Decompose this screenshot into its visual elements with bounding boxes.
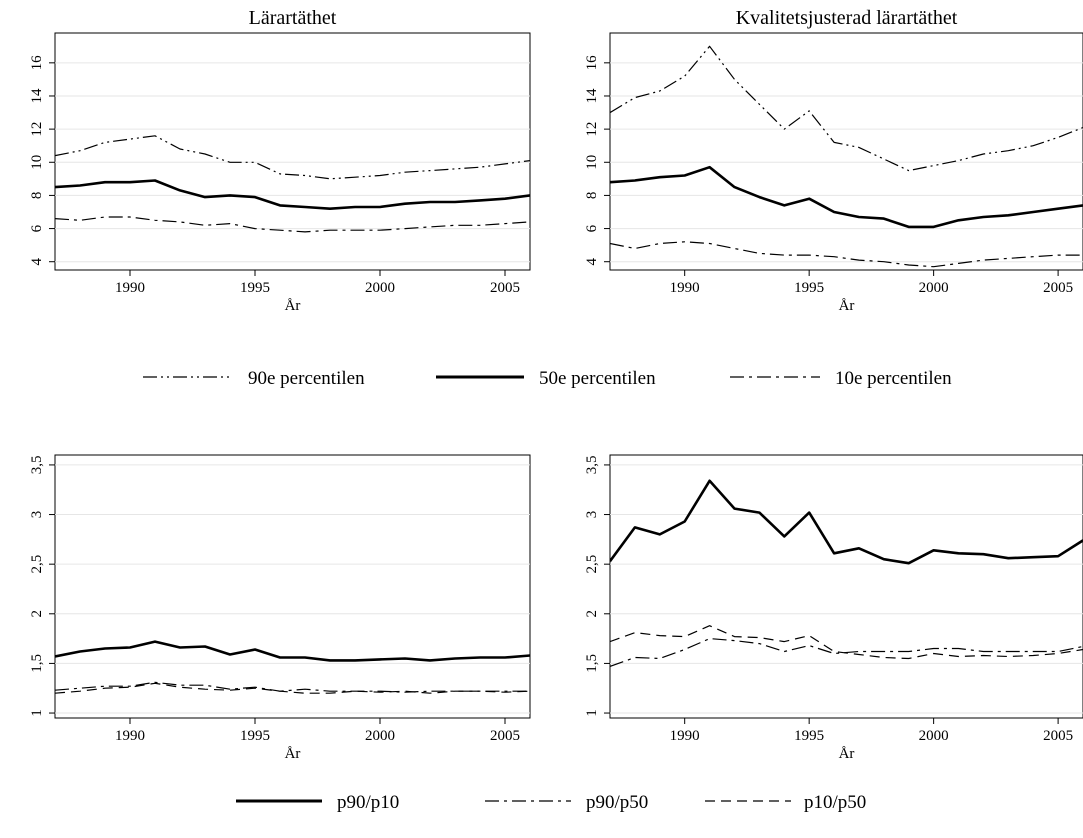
chart-panel-4: 1 1,5 2 2,5 3 3,5 1990 1995 2000 2005 År: [584, 454, 1083, 762]
y-tick-label: 8: [29, 192, 45, 200]
y-tick-label: 1,5: [584, 654, 600, 673]
y-tick-label: 10: [29, 155, 45, 170]
plot-frame: [54, 454, 531, 719]
y-tick-label: 12: [29, 122, 45, 137]
x-tick-label: 1990: [670, 280, 700, 296]
y-tick-label: 1: [29, 709, 45, 717]
y-tick-label: 1: [584, 709, 600, 717]
y-tick-label: 3: [584, 511, 600, 519]
y-tick-label: 14: [584, 88, 600, 104]
series-line-p10-p50: [55, 682, 530, 694]
x-tick-label: 1990: [670, 728, 700, 744]
x-tick-label: 2005: [490, 728, 520, 744]
series-line-p90-p10: [55, 640, 530, 662]
series-line-90e-percentilen: [610, 45, 1083, 172]
y-tick-label: 16: [584, 55, 600, 71]
y-tick-label: 16: [29, 55, 45, 71]
x-tick-label: 2005: [1043, 728, 1073, 744]
x-tick-label: 1995: [794, 280, 824, 296]
plot-frame: [609, 454, 1083, 719]
plot-frame: [54, 32, 531, 271]
x-tick-label: 2005: [1043, 280, 1073, 296]
y-tick-label: 8: [584, 192, 600, 200]
x-tick-label: 2000: [919, 728, 949, 744]
y-tick-label: 6: [29, 224, 45, 232]
series-line-10e-percentilen: [610, 241, 1083, 268]
y-tick-label: 2,5: [584, 555, 600, 574]
x-tick-label: 1995: [240, 280, 270, 296]
x-axis-label: År: [839, 746, 855, 762]
legend-bottom-label-2: p90/p50: [586, 792, 648, 813]
x-tick-label: 1990: [115, 280, 145, 296]
chart-title: Kvalitetsjusterad lärartäthet: [736, 7, 958, 29]
legend-top: 90e percentilen 50e percentilen 10e perc…: [143, 368, 952, 389]
series-line-50e-percentilen: [55, 179, 530, 210]
y-tick-label: 6: [584, 224, 600, 232]
y-tick-label: 3,5: [29, 456, 45, 475]
y-tick-label: 4: [29, 257, 45, 265]
y-tick-label: 14: [29, 88, 45, 104]
series-line-p90-p50: [55, 681, 530, 693]
x-axis-label: År: [285, 746, 301, 762]
y-tick-label: 10: [584, 155, 600, 170]
series-line-90e-percentilen: [55, 135, 530, 180]
x-tick-label: 1995: [240, 728, 270, 744]
legend-bottom: p90/p10 p90/p50 p10/p50: [236, 792, 866, 813]
chart-title: Lärartäthet: [249, 7, 337, 29]
y-tick-label: 2: [29, 610, 45, 618]
y-tick-label: 2: [584, 610, 600, 618]
chart-panel-2: 4 6 8 10 12 14 16 1990 1995 2000 2005 År Kvalitetsju…: [584, 7, 1083, 314]
y-tick-label: 1,5: [29, 654, 45, 673]
series-line-50e-percentilen: [610, 165, 1083, 229]
y-tick-label: 4: [584, 257, 600, 265]
y-tick-label: 3,5: [584, 456, 600, 475]
legend-bottom-label-1: p90/p10: [337, 792, 399, 813]
x-tick-label: 1995: [794, 728, 824, 744]
chart-panel-3: 1 1,5 2 2,5 3 3,5 1990 1995 2000 2005 År: [29, 454, 531, 762]
x-tick-label: 1990: [115, 728, 145, 744]
series-line-p10-p50: [610, 625, 1083, 660]
legend-top-label-3: 10e percentilen: [835, 368, 952, 389]
legend-top-label-2: 50e percentilen: [539, 368, 656, 389]
legend-bottom-label-3: p10/p50: [804, 792, 866, 813]
x-tick-label: 2005: [490, 280, 520, 296]
y-tick-label: 3: [29, 511, 45, 519]
x-tick-label: 2000: [365, 728, 395, 744]
x-axis-label: År: [285, 298, 301, 314]
series-line-p90-p10: [610, 479, 1083, 565]
series-line-10e-percentilen: [55, 216, 530, 233]
x-axis-label: År: [839, 298, 855, 314]
plot-frame: [609, 32, 1083, 271]
chart-panel-1: 4 6 8 10 12 14 16 1990 1995 2000 2005 År Lärartäthet: [29, 7, 531, 314]
y-tick-label: 2,5: [29, 555, 45, 574]
y-tick-label: 12: [584, 122, 600, 137]
x-tick-label: 2000: [365, 280, 395, 296]
x-tick-label: 2000: [919, 280, 949, 296]
legend-top-label-1: 90e percentilen: [248, 368, 365, 389]
